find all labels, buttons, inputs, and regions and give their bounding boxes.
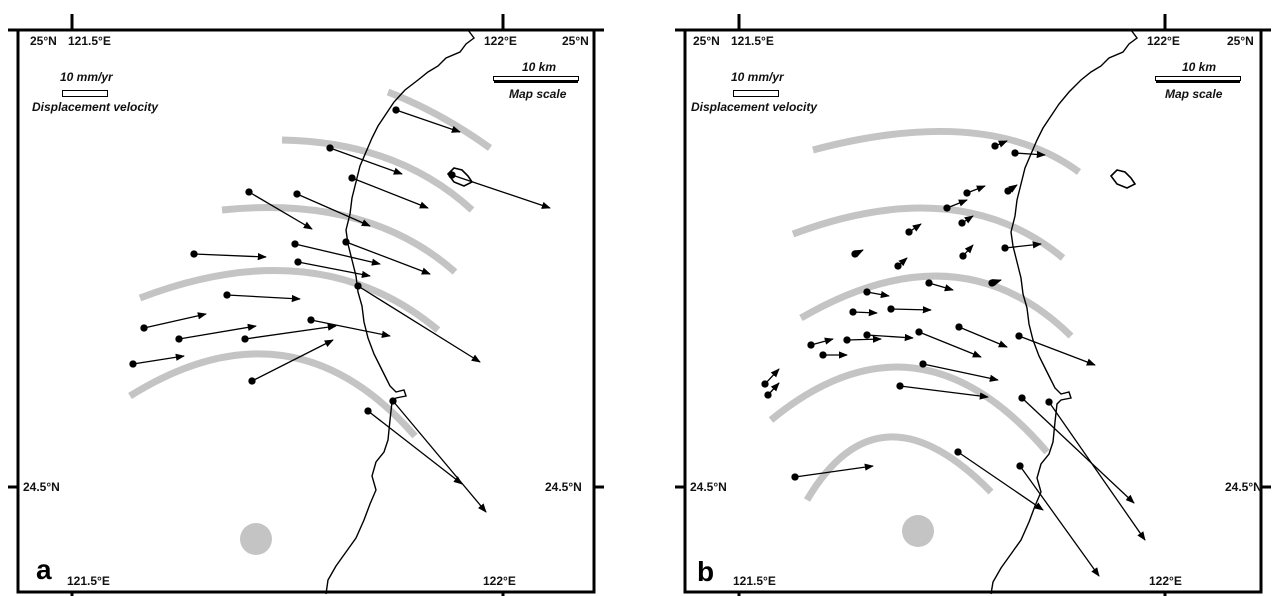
vector-layer-a: [129, 106, 551, 513]
velocity-legend-box: [733, 90, 779, 97]
map-panel-b: 25°N 121.5°E 122°E 25°N 24.5°N 24.5°N 12…: [667, 0, 1279, 596]
lat-label-top-left: 25°N: [693, 34, 720, 48]
lat-label-mid-right: 24.5°N: [1225, 480, 1262, 494]
velocity-vector: [863, 331, 914, 342]
map-frame: [683, 28, 1263, 594]
velocity-vector: [293, 190, 371, 227]
lon-label-top-left: 121.5°E: [731, 34, 774, 48]
velocity-vector: [851, 249, 864, 258]
panel-letter-b: b: [697, 556, 715, 587]
island: [1109, 169, 1137, 189]
panel-letter-a: a: [36, 554, 52, 585]
velocity-vector: [1015, 332, 1096, 366]
map-frame: [16, 28, 596, 594]
velocity-vector: [348, 174, 429, 209]
velocity-vector: [988, 279, 1002, 287]
arc-layer: [768, 127, 1082, 502]
velocity-legend-caption: Displacement velocity: [691, 100, 818, 114]
velocity-vector: [1001, 241, 1042, 252]
velocity-vector: [1045, 398, 1146, 541]
velocity-vector: [915, 328, 982, 358]
velocity-vector: [791, 463, 874, 481]
velocity-vector: [896, 382, 989, 400]
velocity-vector: [863, 288, 890, 299]
coastline: [990, 29, 1138, 595]
lon-label-bottom-right: 122°E: [1149, 574, 1182, 588]
velocity-vector: [307, 316, 391, 338]
vector-layer-b: [761, 140, 1146, 577]
lon-label-top-right: 122°E: [484, 34, 517, 48]
velocity-vector: [291, 240, 381, 266]
velocity-vector: [448, 171, 551, 209]
velocity-vector: [905, 223, 922, 236]
graticule-ticks: [8, 14, 604, 596]
velocity-vector: [819, 351, 848, 359]
velocity-vector: [354, 282, 481, 363]
velocity-vector: [342, 238, 431, 275]
velocity-vector: [955, 323, 1008, 348]
lon-label-bottom-left: 121.5°E: [733, 574, 776, 588]
map-panel-a: 25°N 121.5°E 122°E 25°N 24.5°N 24.5°N 12…: [0, 0, 612, 596]
lat-label-mid-left: 24.5°N: [23, 480, 60, 494]
map-canvas-b: [675, 14, 1271, 596]
scale-legend-caption: Map scale: [509, 87, 567, 101]
lat-label-top-right: 25°N: [1227, 34, 1254, 48]
velocity-legend-value: 10 mm/yr: [60, 70, 113, 84]
velocity-vector: [1018, 394, 1135, 504]
velocity-vector: [129, 353, 185, 368]
lon-label-top-left: 121.5°E: [68, 34, 111, 48]
velocity-vector: [807, 337, 834, 349]
lat-label-top-right: 25°N: [562, 34, 589, 48]
velocity-vector: [925, 279, 954, 292]
velocity-vector: [943, 199, 968, 212]
lat-label-top-left: 25°N: [30, 34, 57, 48]
velocity-vector: [175, 323, 257, 343]
velocity-legend-value: 10 mm/yr: [731, 70, 784, 84]
velocity-legend-box: [62, 90, 108, 97]
velocity-vector: [392, 106, 461, 133]
velocity-vector: [248, 339, 334, 385]
velocity-vector: [843, 335, 882, 344]
velocity-vector: [140, 312, 207, 332]
coastline: [325, 29, 475, 595]
velocity-vector: [887, 305, 932, 314]
island: [446, 167, 474, 187]
lat-label-mid-left: 24.5°N: [690, 480, 727, 494]
velocity-vector: [764, 382, 780, 399]
velocity-vector: [919, 360, 999, 382]
scale-legend-value: 10 km: [1182, 60, 1217, 74]
velocity-vector: [954, 448, 1044, 511]
velocity-vector: [389, 397, 487, 513]
velocity-vector: [326, 144, 403, 175]
velocity-vector: [959, 244, 974, 260]
velocity-vector: [1004, 184, 1018, 195]
lat-label-mid-right: 24.5°N: [545, 480, 582, 494]
velocity-legend-caption: Displacement velocity: [32, 100, 159, 114]
velocity-vector: [245, 188, 313, 230]
map-canvas-a: [8, 14, 604, 596]
velocity-vector: [294, 258, 371, 279]
velocity-vector: [963, 185, 986, 197]
lon-label-bottom-right: 122°E: [483, 574, 516, 588]
lon-label-bottom-left: 121.5°E: [67, 574, 110, 588]
reference-circle: [240, 523, 272, 555]
velocity-vector: [958, 215, 974, 227]
velocity-vector: [190, 250, 267, 261]
velocity-vector: [849, 308, 878, 317]
scale-legend-caption: Map scale: [1165, 87, 1223, 101]
lon-label-top-right: 122°E: [1147, 34, 1180, 48]
velocity-vector: [241, 323, 337, 343]
graticule-ticks: [675, 14, 1271, 596]
reference-circle: [902, 515, 934, 547]
velocity-vector: [1016, 462, 1100, 577]
velocity-vector: [761, 368, 780, 388]
scale-bar: [493, 76, 579, 83]
scale-legend-value: 10 km: [522, 60, 557, 74]
scale-bar: [1155, 76, 1241, 83]
velocity-vector: [1011, 149, 1046, 159]
velocity-vector: [364, 407, 463, 485]
velocity-vector: [894, 257, 908, 270]
velocity-vector: [991, 140, 1008, 150]
velocity-vector: [223, 291, 301, 303]
